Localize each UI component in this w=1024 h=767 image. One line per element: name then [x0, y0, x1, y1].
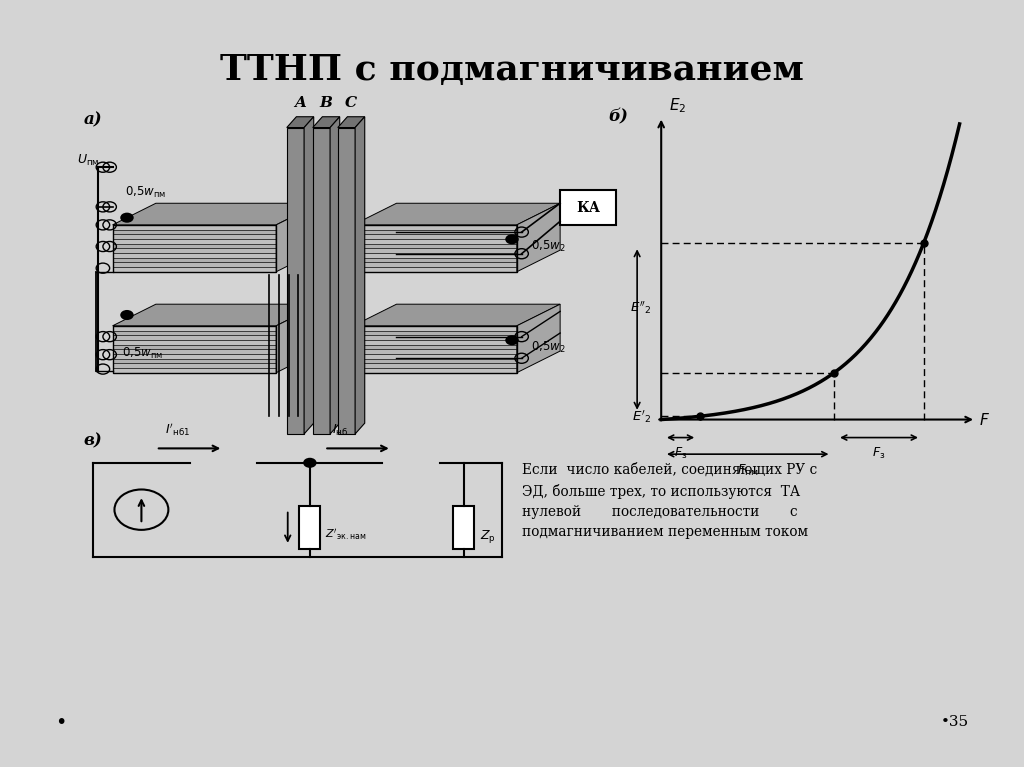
Polygon shape	[353, 368, 517, 373]
Polygon shape	[353, 249, 517, 253]
Polygon shape	[276, 304, 319, 373]
Circle shape	[120, 212, 134, 222]
Text: Если  число кабелей, соединяющих РУ с
ЭД, больше трех, то используются  ТА
нулев: Если число кабелей, соединяющих РУ с ЭД,…	[521, 463, 817, 538]
Polygon shape	[113, 267, 276, 272]
Text: $U_{\rm пм}$: $U_{\rm пм}$	[77, 153, 99, 167]
Text: $0{,}5w_{\rm пм}$: $0{,}5w_{\rm пм}$	[122, 346, 164, 360]
Polygon shape	[113, 229, 276, 234]
Polygon shape	[312, 117, 340, 127]
Polygon shape	[113, 225, 276, 229]
Bar	[299, 506, 321, 549]
Polygon shape	[353, 340, 517, 344]
Polygon shape	[355, 117, 365, 434]
Polygon shape	[113, 253, 276, 258]
Polygon shape	[353, 234, 517, 239]
Polygon shape	[353, 253, 517, 258]
Circle shape	[303, 458, 316, 468]
Polygon shape	[113, 331, 276, 335]
Polygon shape	[353, 354, 517, 359]
Text: $F_{\rm пм}$: $F_{\rm пм}$	[736, 463, 759, 478]
Polygon shape	[353, 267, 517, 272]
Polygon shape	[113, 359, 276, 364]
Text: КА: КА	[577, 201, 600, 215]
Polygon shape	[113, 234, 276, 239]
Polygon shape	[353, 304, 560, 326]
Polygon shape	[330, 117, 340, 434]
Text: $0{,}5w_2$: $0{,}5w_2$	[531, 239, 566, 254]
Polygon shape	[353, 229, 517, 234]
Text: B: B	[319, 96, 333, 110]
Polygon shape	[353, 335, 517, 340]
Polygon shape	[113, 203, 319, 225]
Text: •: •	[55, 713, 67, 732]
Polygon shape	[353, 244, 517, 249]
Polygon shape	[113, 340, 276, 344]
Text: б): б)	[608, 108, 628, 125]
Polygon shape	[353, 349, 517, 354]
Polygon shape	[353, 258, 517, 262]
Polygon shape	[353, 262, 517, 267]
Polygon shape	[353, 225, 517, 229]
Bar	[312, 127, 330, 434]
Polygon shape	[353, 331, 517, 335]
Polygon shape	[353, 203, 560, 225]
Bar	[338, 127, 355, 434]
Polygon shape	[113, 326, 276, 331]
Text: $F$: $F$	[979, 412, 990, 427]
Polygon shape	[276, 203, 319, 272]
Polygon shape	[287, 117, 313, 127]
Text: $E_2$: $E_2$	[669, 97, 686, 115]
Polygon shape	[353, 359, 517, 364]
Polygon shape	[113, 364, 276, 368]
Polygon shape	[113, 368, 276, 373]
Text: $0{,}5w_2$: $0{,}5w_2$	[531, 340, 566, 355]
Text: в): в)	[84, 433, 102, 449]
Text: A: A	[294, 96, 306, 110]
Text: $F_{\rm з}$: $F_{\rm з}$	[872, 446, 886, 461]
Polygon shape	[353, 344, 517, 349]
Polygon shape	[353, 326, 517, 331]
Polygon shape	[517, 203, 560, 272]
Text: $Z_{\rm р}$: $Z_{\rm р}$	[480, 528, 496, 545]
Text: $Z'_{\rm эк.нам}$: $Z'_{\rm эк.нам}$	[326, 528, 367, 542]
Text: $I_{\rm нб}$: $I_{\rm нб}$	[332, 423, 348, 437]
Polygon shape	[113, 335, 276, 340]
Polygon shape	[113, 349, 276, 354]
Polygon shape	[113, 304, 319, 326]
Text: $0{,}5w_{\rm пм}$: $0{,}5w_{\rm пм}$	[125, 185, 166, 200]
Polygon shape	[113, 354, 276, 359]
Text: $F_{\rm з}$: $F_{\rm з}$	[674, 446, 687, 461]
Bar	[560, 190, 616, 225]
Text: а): а)	[84, 112, 102, 129]
Polygon shape	[353, 364, 517, 368]
Polygon shape	[113, 344, 276, 349]
Polygon shape	[113, 244, 276, 249]
Polygon shape	[338, 117, 365, 127]
Text: C: C	[345, 96, 357, 110]
Circle shape	[505, 234, 519, 245]
Polygon shape	[113, 258, 276, 262]
Bar	[287, 127, 304, 434]
Polygon shape	[304, 117, 313, 434]
Text: $E'_2$: $E'_2$	[633, 408, 651, 425]
Bar	[454, 506, 474, 549]
Text: $I'_{\rm нб1}$: $I'_{\rm нб1}$	[166, 421, 190, 437]
Text: $E''_2$: $E''_2$	[630, 299, 651, 316]
Circle shape	[505, 335, 519, 345]
Circle shape	[120, 310, 134, 320]
Text: ТТНП с подмагничиванием: ТТНП с подмагничиванием	[220, 53, 804, 87]
Polygon shape	[113, 249, 276, 253]
Text: •35: •35	[941, 716, 969, 729]
Polygon shape	[517, 304, 560, 373]
Polygon shape	[113, 262, 276, 267]
Polygon shape	[113, 239, 276, 244]
Polygon shape	[353, 239, 517, 244]
